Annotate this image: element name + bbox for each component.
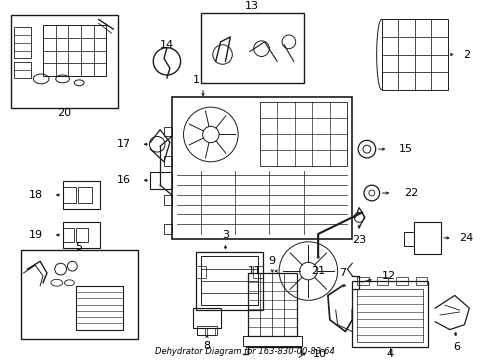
Text: 9: 9 — [268, 256, 275, 266]
Bar — [376, 277, 387, 285]
Text: 21: 21 — [310, 266, 325, 276]
Bar — [193, 308, 220, 328]
Bar — [62, 228, 74, 242]
Text: 2: 2 — [462, 50, 469, 59]
Bar — [78, 187, 92, 203]
Text: 6: 6 — [452, 342, 459, 352]
Bar — [206, 328, 214, 336]
Bar — [413, 222, 440, 253]
Text: 17: 17 — [117, 139, 131, 149]
Text: 3: 3 — [222, 230, 228, 240]
Bar — [171, 98, 351, 239]
Bar — [243, 336, 301, 346]
Bar — [252, 266, 262, 278]
Text: 23: 23 — [351, 235, 366, 245]
Bar — [259, 102, 346, 166]
Bar — [196, 266, 205, 278]
Bar — [150, 172, 171, 189]
Bar — [11, 15, 118, 108]
Bar — [163, 127, 171, 136]
Bar — [14, 27, 31, 58]
Text: 13: 13 — [244, 1, 258, 10]
Text: 8: 8 — [203, 341, 210, 351]
Bar — [76, 286, 123, 330]
Bar — [356, 289, 423, 342]
Text: 14: 14 — [160, 40, 174, 50]
Text: 10: 10 — [313, 349, 326, 359]
Bar — [76, 228, 88, 242]
Text: 11: 11 — [247, 266, 261, 276]
Text: 1: 1 — [192, 75, 199, 85]
Bar — [20, 249, 138, 339]
Bar — [163, 195, 171, 205]
Bar — [415, 277, 427, 285]
Bar — [76, 286, 123, 330]
Bar — [201, 256, 257, 305]
Bar — [163, 156, 171, 166]
Bar — [14, 62, 31, 78]
Text: 22: 22 — [403, 188, 417, 198]
Text: 19: 19 — [29, 230, 43, 240]
Text: 18: 18 — [29, 190, 43, 200]
Bar — [62, 222, 100, 248]
Bar — [247, 273, 296, 336]
Text: 4: 4 — [386, 349, 393, 359]
Text: Dehydrator Diagram for 163-830-00-83-64: Dehydrator Diagram for 163-830-00-83-64 — [154, 347, 334, 356]
Text: 24: 24 — [459, 233, 473, 243]
Bar — [43, 25, 106, 76]
Text: 12: 12 — [381, 271, 395, 281]
Bar — [163, 224, 171, 234]
Text: 16: 16 — [117, 175, 131, 185]
Text: 15: 15 — [398, 144, 412, 154]
Bar — [381, 19, 447, 90]
Bar — [196, 252, 262, 310]
Bar — [395, 277, 407, 285]
Bar — [201, 13, 303, 83]
Bar — [197, 328, 204, 336]
Bar — [356, 277, 368, 285]
Bar — [62, 187, 76, 203]
Bar — [247, 273, 296, 336]
Text: 5: 5 — [76, 242, 82, 252]
Bar — [351, 281, 427, 347]
Text: 7: 7 — [338, 268, 346, 278]
Bar — [197, 326, 216, 336]
Text: 20: 20 — [58, 108, 71, 118]
Bar — [62, 181, 100, 209]
